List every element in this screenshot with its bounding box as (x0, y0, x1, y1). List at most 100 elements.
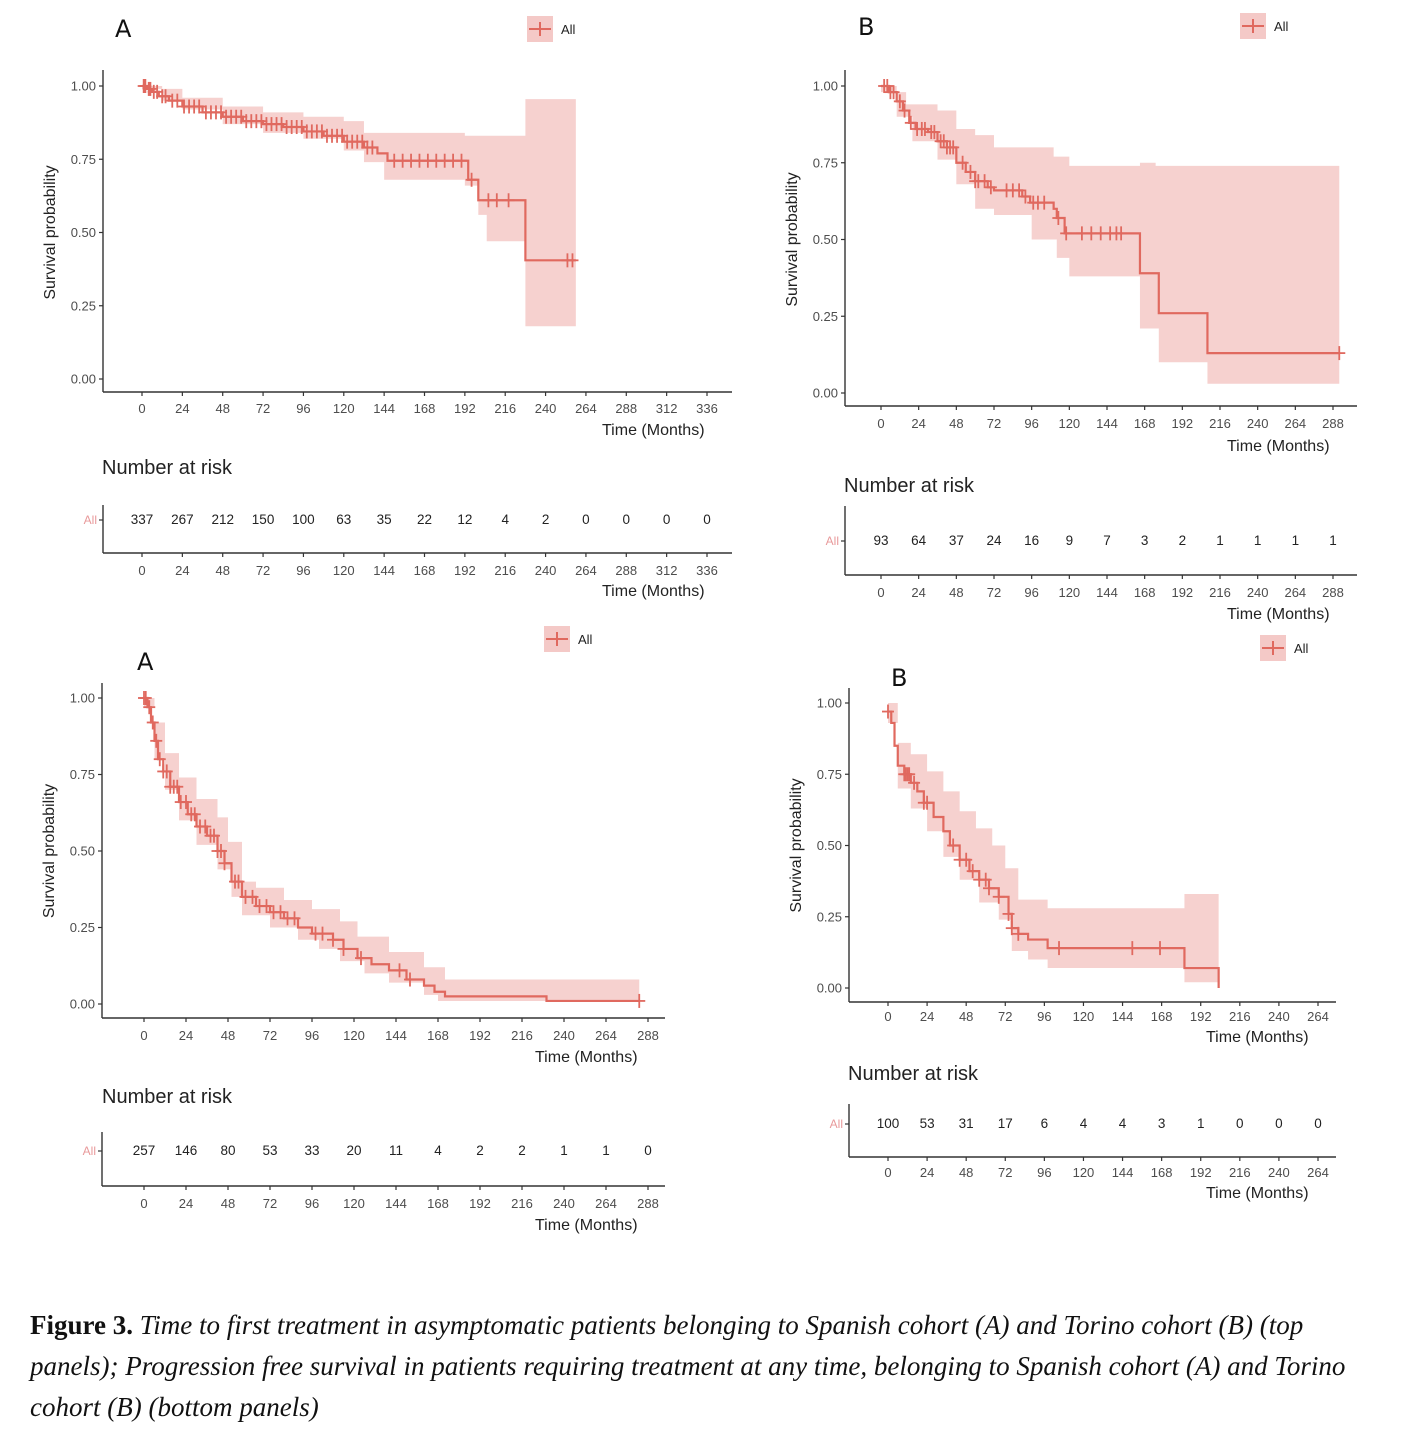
risk-count: 1 (602, 1143, 610, 1158)
x-tick-label: 48 (959, 1009, 973, 1024)
risk-count: 212 (211, 512, 234, 527)
x-tick-label: 264 (595, 1028, 617, 1043)
risk-count: 1 (1197, 1116, 1205, 1131)
x-tick-label: 144 (373, 401, 395, 416)
risk-count: 3 (1141, 533, 1149, 548)
legend: All (544, 626, 593, 652)
panel-label: A (115, 15, 132, 43)
x-tick-label: 48 (221, 1028, 235, 1043)
risk-strata-label: All (826, 534, 839, 548)
x-tick-label: 144 (1096, 416, 1118, 431)
risk-x-tick-label: 48 (959, 1165, 973, 1180)
risk-x-tick-label: 144 (1096, 585, 1118, 600)
x-tick-label: 120 (1073, 1009, 1095, 1024)
x-tick-label: 120 (1058, 416, 1080, 431)
y-tick-label: 0.00 (71, 372, 96, 387)
risk-x-tick-label: 192 (469, 1196, 491, 1211)
x-tick-label: 24 (920, 1009, 934, 1024)
risk-count: 0 (623, 512, 631, 527)
x-tick-label: 216 (1229, 1009, 1251, 1024)
risk-count: 3 (1158, 1116, 1166, 1131)
x-tick-label: 96 (1024, 416, 1038, 431)
legend: All (527, 16, 576, 42)
risk-x-tick-label: 216 (511, 1196, 533, 1211)
x-tick-label: 264 (1307, 1009, 1329, 1024)
x-tick-label: 264 (1284, 416, 1306, 431)
risk-x-tick-label: 240 (535, 563, 557, 578)
risk-x-tick-label: 288 (1322, 585, 1344, 600)
risk-x-tick-label: 288 (637, 1196, 659, 1211)
risk-strata-label: All (84, 513, 97, 527)
x-axis-title: Time (Months) (602, 422, 705, 439)
risk-x-tick-label: 192 (1190, 1165, 1212, 1180)
panel-label: B (891, 664, 907, 692)
risk-count: 1 (1216, 533, 1224, 548)
legend-label: All (1294, 641, 1309, 656)
x-tick-label: 240 (1268, 1009, 1290, 1024)
risk-table-title: Number at risk (102, 1086, 233, 1108)
risk-count: 9 (1066, 533, 1074, 548)
risk-x-tick-label: 288 (615, 563, 637, 578)
risk-x-tick-label: 240 (1268, 1165, 1290, 1180)
risk-x-tick-label: 264 (1307, 1165, 1329, 1180)
risk-count: 1 (1292, 533, 1300, 548)
risk-count: 93 (873, 533, 888, 548)
risk-count: 150 (252, 512, 275, 527)
risk-count: 24 (986, 533, 1002, 548)
x-tick-label: 216 (1209, 416, 1231, 431)
y-tick-label: 0.75 (71, 152, 96, 167)
risk-x-tick-label: 96 (296, 563, 310, 578)
y-tick-label: 0.25 (71, 298, 96, 313)
risk-x-tick-label: 0 (884, 1165, 891, 1180)
risk-x-tick-label: 120 (343, 1196, 365, 1211)
risk-table-title: Number at risk (844, 475, 975, 497)
risk-x-axis-title: Time (Months) (1206, 1185, 1309, 1202)
risk-x-tick-label: 48 (221, 1196, 235, 1211)
risk-count: 0 (1275, 1116, 1283, 1131)
y-tick-label: 0.75 (70, 767, 95, 782)
x-axis-title: Time (Months) (535, 1049, 638, 1066)
risk-count: 22 (417, 512, 432, 527)
risk-x-tick-label: 72 (256, 563, 270, 578)
risk-x-tick-label: 240 (553, 1196, 575, 1211)
risk-count: 257 (133, 1143, 156, 1158)
risk-count: 63 (336, 512, 351, 527)
risk-x-tick-label: 144 (385, 1196, 407, 1211)
risk-count: 337 (131, 512, 154, 527)
risk-x-tick-label: 120 (333, 563, 355, 578)
x-tick-label: 72 (256, 401, 270, 416)
risk-x-tick-label: 192 (454, 563, 476, 578)
y-tick-label: 1.00 (70, 691, 95, 706)
risk-x-tick-label: 48 (215, 563, 229, 578)
x-tick-label: 168 (427, 1028, 449, 1043)
risk-x-tick-label: 72 (998, 1165, 1012, 1180)
risk-count: 2 (476, 1143, 484, 1158)
risk-count: 53 (262, 1143, 277, 1158)
risk-count: 11 (389, 1143, 403, 1158)
x-axis-title: Time (Months) (1206, 1029, 1309, 1046)
risk-x-tick-label: 72 (987, 585, 1001, 600)
x-tick-label: 192 (454, 401, 476, 416)
x-tick-label: 192 (1190, 1009, 1212, 1024)
panel-label: B (858, 13, 874, 41)
y-tick-label: 0.25 (817, 909, 842, 924)
risk-count: 16 (1024, 533, 1039, 548)
y-tick-label: 0.00 (70, 997, 95, 1012)
risk-table-title: Number at risk (102, 457, 233, 479)
y-tick-label: 0.50 (817, 838, 842, 853)
confidence-band (142, 86, 576, 327)
risk-count: 35 (377, 512, 392, 527)
legend-label: All (578, 632, 593, 647)
risk-x-tick-label: 216 (1229, 1165, 1251, 1180)
x-tick-label: 288 (1322, 416, 1344, 431)
risk-x-tick-label: 264 (1284, 585, 1306, 600)
risk-x-tick-label: 264 (575, 563, 597, 578)
caption-label: Figure 3. (30, 1310, 133, 1340)
risk-count: 100 (292, 512, 315, 527)
risk-count: 2 (518, 1143, 526, 1158)
